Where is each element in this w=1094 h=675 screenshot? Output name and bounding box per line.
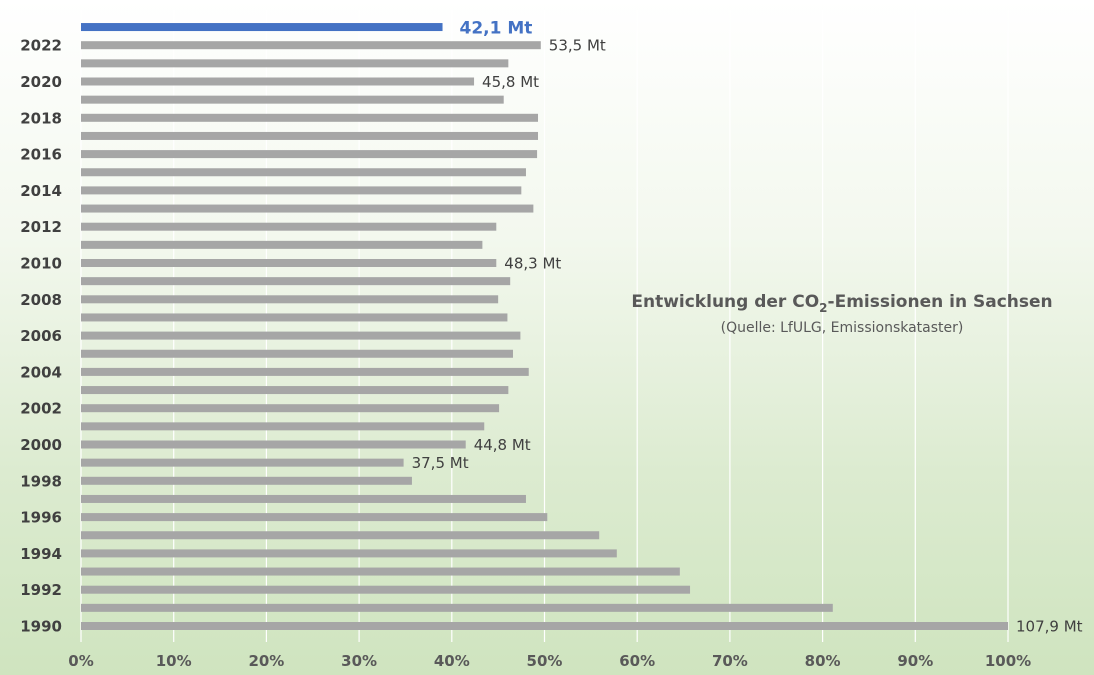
bar-2011 [81, 240, 483, 249]
bar-2007 [81, 313, 508, 322]
bar-2016 [81, 150, 538, 159]
bar-2010 [81, 259, 497, 267]
chart-subtitle: (Quelle: LfULG, Emissionskataster) [721, 320, 964, 336]
bar-1994 [81, 549, 617, 558]
data-label: 53,5 Mt [549, 37, 606, 55]
x-tick-label: 60% [619, 652, 655, 670]
data-label: 45,8 Mt [482, 73, 539, 91]
bar-2017 [81, 131, 539, 140]
y-tick-label: 2022 [20, 37, 62, 55]
chart-title-suffix: -Emissionen in Sachsen [828, 292, 1053, 312]
x-axis-labels: 0% 10% 20% 30% 40% 50% 60% 70% 80% 90% 100% [68, 652, 1031, 670]
y-tick-label: 1998 [20, 472, 62, 490]
bar-2022 [81, 41, 541, 50]
bar-1998 [81, 476, 412, 485]
bar-1992 [81, 585, 691, 594]
bar-1990 [81, 622, 1008, 630]
bar-2004 [81, 367, 529, 376]
bar-2005 [81, 349, 513, 358]
chart-title-subscript: 2 [819, 301, 827, 315]
x-tick-label: 0% [68, 652, 93, 670]
bar-2013 [81, 204, 534, 213]
bar-2009 [81, 277, 511, 286]
y-tick-label: 2002 [20, 400, 62, 418]
y-tick-label: 2000 [20, 436, 62, 454]
x-tick-label: 40% [434, 652, 470, 670]
bar-highlight-2023 [81, 23, 443, 32]
x-tick-label: 100% [985, 652, 1031, 670]
y-tick-label: 2018 [20, 109, 62, 127]
bar-2001 [81, 422, 485, 431]
data-label-highlight: 42,1 Mt [460, 19, 533, 39]
chart-title-prefix: Entwicklung der CO [631, 292, 819, 312]
data-labels: 107,9 Mt 37,5 Mt 44,8 Mt 48,3 Mt 45,8 Mt 53,5… [412, 19, 1083, 636]
y-axis-labels: 1990 1992 1994 1996 1998 2000 2002 2004 2006 2008… [20, 37, 62, 636]
bar-2000 [81, 440, 466, 449]
y-tick-label: 2004 [20, 363, 62, 381]
data-label: 37,5 Mt [412, 454, 469, 472]
data-label: 107,9 Mt [1016, 618, 1083, 636]
y-tick-label: 2020 [20, 73, 62, 91]
y-tick-label: 2010 [20, 255, 62, 273]
bar-1996 [81, 513, 548, 522]
y-tick-label: 2016 [20, 146, 62, 164]
bar-1999 [81, 458, 404, 467]
bar-2019 [81, 95, 504, 104]
bar-1997 [81, 494, 526, 503]
bar-1993 [81, 567, 680, 576]
x-tick-label: 90% [897, 652, 933, 670]
x-tick-label: 30% [341, 652, 377, 670]
x-tick-label: 10% [156, 652, 192, 670]
bar-1991 [81, 603, 833, 612]
bar-2002 [81, 404, 500, 413]
chart-title: Entwicklung der CO2-Emissionen in Sachse… [631, 292, 1052, 315]
bar-1995 [81, 531, 600, 540]
x-tick-label: 80% [805, 652, 841, 670]
y-tick-label: 2012 [20, 218, 62, 236]
y-tick-label: 1990 [20, 618, 62, 636]
x-tick-label: 70% [712, 652, 748, 670]
y-tick-label: 2006 [20, 327, 62, 345]
bar-2020 [81, 77, 475, 86]
y-tick-label: 1994 [20, 545, 62, 563]
data-label: 44,8 Mt [474, 436, 531, 454]
bar-2012 [81, 222, 497, 231]
y-tick-label: 2008 [20, 291, 62, 309]
y-tick-label: 2014 [20, 182, 62, 200]
data-label: 48,3 Mt [504, 255, 561, 273]
bar-2006 [81, 331, 521, 340]
bar-2018 [81, 113, 539, 122]
bar-2003 [81, 386, 509, 395]
bar-2014 [81, 186, 522, 195]
y-tick-label: 1996 [20, 509, 62, 527]
x-tick-label: 50% [527, 652, 563, 670]
bar-2015 [81, 168, 526, 177]
bar-2021 [81, 59, 509, 68]
bar-2008 [81, 295, 499, 304]
bars [81, 23, 1008, 630]
x-tick-label: 20% [248, 652, 284, 670]
y-tick-label: 1992 [20, 581, 62, 599]
